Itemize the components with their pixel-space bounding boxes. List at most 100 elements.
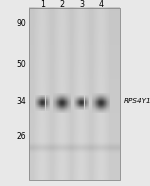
Bar: [38, 109, 39, 110]
Bar: [106, 106, 107, 107]
Bar: [36, 96, 37, 97]
Bar: [61, 98, 62, 99]
Bar: [95, 98, 96, 99]
Bar: [97, 96, 98, 97]
Bar: [107, 108, 108, 109]
Bar: [80, 103, 81, 104]
Bar: [38, 96, 39, 97]
Bar: [92, 102, 93, 103]
Bar: [104, 100, 105, 101]
Bar: [83, 100, 84, 101]
Bar: [100, 110, 101, 111]
Bar: [63, 98, 64, 99]
Bar: [46, 103, 47, 104]
Bar: [80, 96, 81, 97]
Bar: [60, 104, 61, 105]
Bar: [100, 98, 101, 99]
Bar: [62, 99, 63, 100]
Bar: [96, 106, 97, 107]
Bar: [100, 95, 101, 96]
Bar: [66, 95, 67, 96]
Bar: [50, 101, 51, 102]
Bar: [38, 95, 39, 96]
Bar: [47, 96, 48, 97]
Bar: [64, 102, 65, 103]
Bar: [68, 100, 69, 101]
Bar: [70, 104, 71, 105]
Bar: [62, 93, 63, 94]
Bar: [96, 96, 97, 97]
Bar: [84, 97, 85, 98]
Bar: [65, 96, 66, 97]
Bar: [100, 93, 101, 94]
Bar: [109, 107, 110, 108]
Bar: [65, 107, 66, 108]
Bar: [65, 102, 66, 103]
Bar: [100, 105, 101, 106]
Bar: [41, 97, 42, 98]
Text: 26: 26: [17, 132, 26, 141]
Bar: [44, 101, 45, 102]
Bar: [56, 98, 57, 99]
Bar: [67, 108, 68, 109]
Bar: [54, 112, 55, 113]
Bar: [58, 101, 59, 102]
Bar: [37, 99, 38, 100]
Bar: [66, 96, 67, 97]
Bar: [99, 104, 100, 105]
Bar: [106, 94, 107, 95]
Bar: [54, 104, 55, 105]
Bar: [99, 106, 100, 107]
Bar: [109, 112, 110, 113]
Bar: [56, 110, 57, 111]
Bar: [102, 96, 103, 97]
Bar: [106, 102, 107, 103]
Bar: [61, 110, 62, 111]
Bar: [45, 96, 46, 97]
Bar: [65, 93, 66, 94]
Bar: [88, 99, 89, 100]
Bar: [44, 97, 45, 98]
Bar: [35, 95, 36, 96]
Bar: [103, 94, 104, 95]
Bar: [94, 105, 95, 106]
Bar: [96, 107, 97, 108]
Bar: [63, 102, 64, 103]
Bar: [100, 111, 101, 112]
Bar: [43, 110, 44, 111]
Bar: [79, 106, 80, 107]
Bar: [101, 109, 102, 110]
Bar: [95, 106, 96, 107]
Bar: [92, 106, 93, 107]
Bar: [85, 99, 86, 100]
Bar: [97, 93, 98, 94]
Bar: [49, 104, 50, 105]
Bar: [95, 105, 96, 106]
Bar: [100, 98, 101, 99]
Bar: [40, 109, 41, 110]
Bar: [56, 93, 57, 94]
Bar: [89, 109, 90, 110]
Bar: [76, 106, 77, 107]
Bar: [35, 104, 36, 105]
Bar: [106, 96, 107, 97]
Bar: [70, 105, 71, 106]
Bar: [58, 97, 59, 98]
Bar: [101, 106, 102, 107]
Bar: [99, 95, 100, 96]
Bar: [105, 101, 106, 102]
Bar: [87, 99, 88, 100]
Bar: [97, 107, 98, 108]
Bar: [102, 102, 103, 103]
Bar: [61, 103, 62, 104]
Bar: [77, 103, 78, 104]
Bar: [79, 100, 80, 101]
Bar: [82, 99, 83, 100]
Bar: [56, 103, 57, 104]
Bar: [68, 106, 69, 107]
Bar: [100, 102, 101, 103]
Bar: [98, 94, 99, 95]
Bar: [80, 100, 81, 101]
Bar: [107, 107, 108, 108]
Bar: [103, 111, 104, 112]
